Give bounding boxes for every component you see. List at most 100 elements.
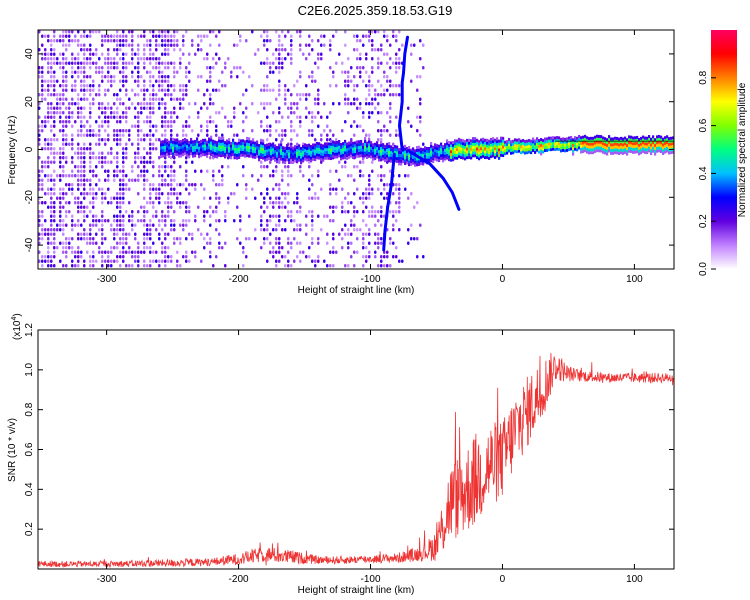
spectrogram-cell (392, 210, 395, 214)
spectrogram-cell (95, 241, 98, 245)
spectrogram-cell (62, 124, 65, 128)
spectrogram-cell (416, 115, 419, 119)
spectrogram-cell (83, 219, 86, 223)
spectrogram-cell (272, 174, 275, 178)
spectrogram-cell (62, 192, 65, 196)
spectrogram-cell (365, 205, 368, 209)
spectrogram-cell (239, 39, 242, 43)
spectrogram-cell (56, 246, 59, 250)
spectrogram-ridge-cell (330, 157, 333, 161)
spectrogram-cell (107, 124, 110, 128)
spectrogram-ridge-cell (206, 149, 209, 153)
spectrogram-ridge-cell (610, 151, 613, 155)
spectrogram-ridge-cell (372, 157, 375, 161)
spectrogram-ridge-cell (472, 140, 475, 144)
spectrogram-cell (89, 34, 92, 38)
spectrogram-cell (155, 48, 158, 52)
spectrogram-ridge-cell (172, 146, 175, 150)
spectrogram-cell (368, 93, 371, 97)
spectrogram-ridge-cell (390, 153, 393, 157)
spectrogram-ridge-cell (448, 149, 451, 153)
spectrogram-cell (89, 84, 92, 88)
spectrogram-cell (233, 66, 236, 70)
spectrogram-cell (398, 84, 401, 88)
spectrogram-ridge-cell (602, 136, 605, 140)
spectrogram-cell (314, 192, 317, 196)
spectrogram-cell (65, 183, 68, 187)
spectrogram-ridge-cell (168, 146, 171, 150)
spectrogram-cell (170, 255, 173, 259)
spectrogram-cell (74, 174, 77, 178)
spectrogram-cell (263, 196, 266, 200)
spectrogram-ridge-cell (640, 142, 643, 146)
spectrogram-cell (341, 129, 344, 133)
spectrogram-ridge-cell (304, 151, 307, 155)
spectrogram-cell (224, 264, 227, 268)
spectrogram-cell (284, 102, 287, 106)
spectrogram-cell (374, 106, 377, 110)
spectrogram-cell (77, 61, 80, 65)
spectrogram-cell (38, 201, 41, 205)
spectrogram-cell (110, 264, 113, 268)
spectrogram-cell (236, 43, 239, 47)
spectrogram-cell (65, 214, 68, 218)
spectrogram-cell (71, 259, 74, 263)
spectrogram-cell (83, 156, 86, 160)
spectrogram-ridge-cell (558, 145, 561, 149)
spectrogram-ridge-cell (442, 159, 445, 163)
spectrogram-ridge-cell (218, 136, 221, 140)
spectrogram-cell (293, 259, 296, 263)
spectrogram-ridge-cell (514, 141, 517, 145)
spectrogram-cell (173, 106, 176, 110)
spectrogram-ridge-cell (316, 150, 319, 154)
spectrogram-cell (185, 156, 188, 160)
spectrogram-cell (314, 259, 317, 263)
spectrogram-cell (341, 228, 344, 232)
spectrogram-cell (122, 66, 125, 70)
spectrogram-ridge-cell (590, 151, 593, 155)
spectrogram-cell (356, 57, 359, 61)
spectrogram-ridge-cell (164, 140, 167, 144)
spectrogram-cell (353, 75, 356, 79)
spectrogram-ridge-cell (238, 150, 241, 154)
spectrogram-cell (77, 115, 80, 119)
spectrogram-ridge-cell (626, 146, 629, 150)
spectrogram-ridge-cell (300, 149, 303, 153)
spectrogram-ridge-cell (434, 157, 437, 161)
spectrogram-ridge-cell (330, 148, 333, 152)
spectrogram-cell (50, 102, 53, 106)
spectrogram-cell (71, 142, 74, 146)
spectrogram-cell (317, 237, 320, 241)
spectrogram-cell (122, 156, 125, 160)
spectrogram-cell (386, 61, 389, 65)
spectrogram-cell (101, 79, 104, 83)
spectrogram-cell (149, 259, 152, 263)
spectrogram-cell (41, 93, 44, 97)
spectrogram-cell (80, 66, 83, 70)
spectrogram-ridge-cell (516, 147, 519, 151)
spectrogram-ridge-cell (320, 157, 323, 161)
spectrogram-ridge-cell (282, 160, 285, 164)
spectrogram-ridge-cell (478, 145, 481, 149)
spectrogram-cell (206, 169, 209, 173)
spectrogram-ridge-cell (554, 145, 557, 149)
spectrogram-cell (155, 34, 158, 38)
spectrogram-cell (83, 178, 86, 182)
spectrogram-cell (104, 106, 107, 110)
spectrogram-ridge-cell (306, 146, 309, 150)
spectrogram-cell (149, 102, 152, 106)
spectrogram-ridge-cell (496, 148, 499, 152)
spectrogram-cell (218, 196, 221, 200)
spectrogram-cell (332, 219, 335, 223)
spectrogram-ridge-cell (564, 137, 567, 141)
spectrogram-cell (89, 66, 92, 70)
spectrogram-cell (83, 133, 86, 137)
spectrogram-cell (317, 39, 320, 43)
spectrogram-cell (38, 156, 41, 160)
spectrogram-ridge-cell (456, 150, 459, 154)
spectrogram-cell (89, 264, 92, 268)
spectrogram-cell (359, 57, 362, 61)
spectrogram-cell (254, 52, 257, 56)
spectrogram-cell (317, 255, 320, 259)
spectrogram-ridge-cell (590, 142, 593, 146)
